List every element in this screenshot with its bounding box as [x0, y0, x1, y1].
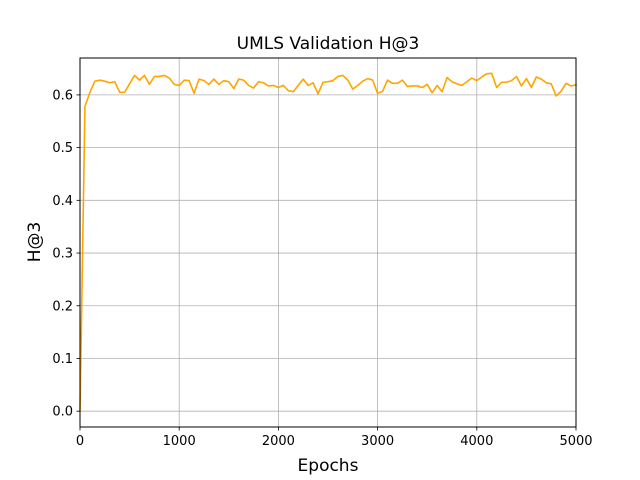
y-tick-label: 0.6: [52, 88, 73, 103]
y-tick-label: 0.1: [52, 352, 73, 367]
x-tick-label: 2000: [262, 434, 295, 449]
chart-title: UMLS Validation H@3: [237, 34, 420, 54]
x-tick-label: 0: [76, 434, 84, 449]
y-tick-label: 0.0: [52, 405, 73, 420]
x-axis-label: Epochs: [298, 456, 359, 476]
x-tick-label: 1000: [163, 434, 196, 449]
y-tick-label: 0.5: [52, 141, 73, 156]
x-tick-label: 5000: [559, 434, 592, 449]
axis-ticks: 0 1000 2000 3000 4000 5000 0.0 0.1 0.2 0.3 0.4 0.5 0…: [52, 88, 592, 449]
x-tick-label: 3000: [361, 434, 394, 449]
x-tick-label: 4000: [460, 434, 493, 449]
y-tick-label: 0.3: [52, 247, 73, 262]
y-tick-label: 0.2: [52, 299, 73, 314]
y-tick-label: 0.4: [52, 194, 73, 209]
plot-frame: [79, 57, 577, 428]
series-lines: [79, 72, 577, 413]
y-axis-label: H@3: [25, 222, 45, 263]
series-line: [79, 72, 577, 413]
